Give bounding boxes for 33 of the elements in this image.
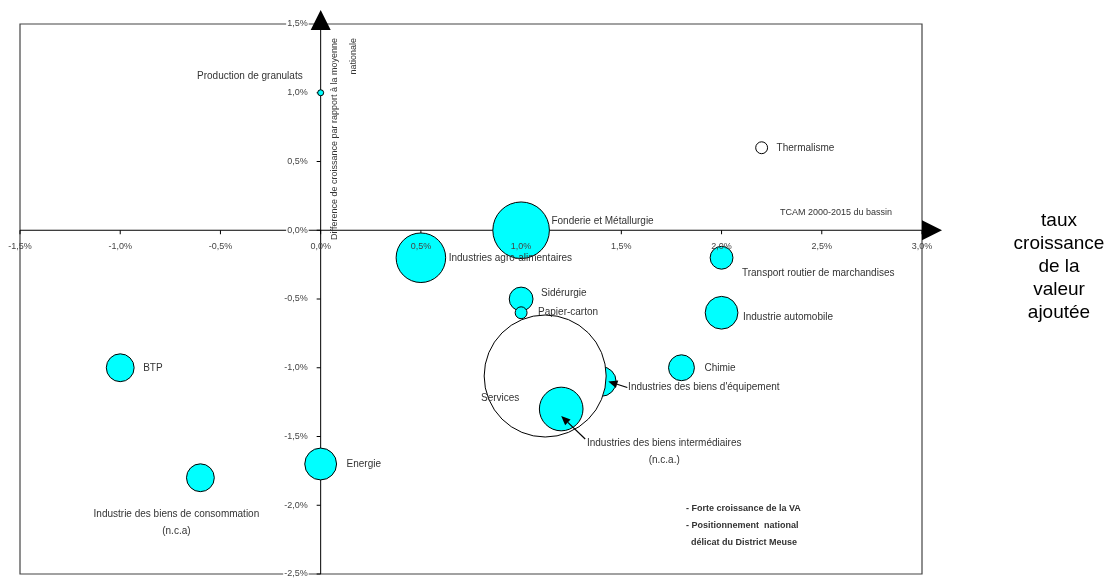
annotation: Transport routier de marchandises — [741, 266, 895, 278]
y-tick-label: -0,5% — [284, 293, 308, 304]
x-tick-label: 1,0% — [510, 240, 532, 251]
x-tick-label: 1,5% — [611, 240, 632, 251]
y-tick-label: -1,5% — [284, 430, 308, 441]
annotation: TCAM 2000-2015 du bassin — [779, 206, 892, 217]
annotation: Industrie des biens de consommation (n.c.a) — [93, 507, 260, 536]
x-tick-label: 2,5% — [811, 240, 833, 251]
y-axis-title: Difference de croissance par rapport à la moyenne nationale — [329, 38, 359, 240]
annotation: Industries des biens d'équipement — [628, 381, 780, 393]
annotation: - Forte croissance de la VA - Positionnement national délicat du District Meuse — [686, 502, 802, 547]
annotation: Industries des biens intermédiaires (n.c.a.) — [586, 436, 742, 465]
annotation: Sidérurgie — [541, 286, 588, 298]
y-tick-label: -2,0% — [284, 499, 308, 510]
y-tick-label: 0,5% — [287, 155, 308, 166]
x-axis-title: taux croissance de la valeur ajoutée — [1012, 208, 1106, 323]
annotation: Chimie — [704, 361, 736, 373]
y-tick-label: 1,5% — [287, 18, 308, 29]
annotation: BTP — [143, 361, 163, 373]
annotation: Papier-carton — [538, 305, 599, 317]
y-tick-label: -1,0% — [284, 362, 308, 373]
annotation: Industrie automobile — [742, 310, 834, 322]
y-tick-label: -2,5% — [284, 568, 308, 579]
y-tick-label: 1,0% — [287, 87, 308, 98]
annotation: Production de granulats — [197, 69, 303, 81]
x-tick-label: 0,5% — [410, 240, 432, 251]
annotation: Energie — [346, 457, 382, 469]
annotation: Industries agro-alimentaires — [448, 251, 573, 263]
x-tick-label: -1,0% — [108, 240, 132, 251]
x-tick-label: -0,5% — [208, 240, 233, 251]
y-tick-label: 0,0% — [287, 224, 308, 235]
annotation: Fonderie et Métallurgie — [551, 215, 655, 226]
annotation: Thermalisme — [776, 141, 835, 153]
